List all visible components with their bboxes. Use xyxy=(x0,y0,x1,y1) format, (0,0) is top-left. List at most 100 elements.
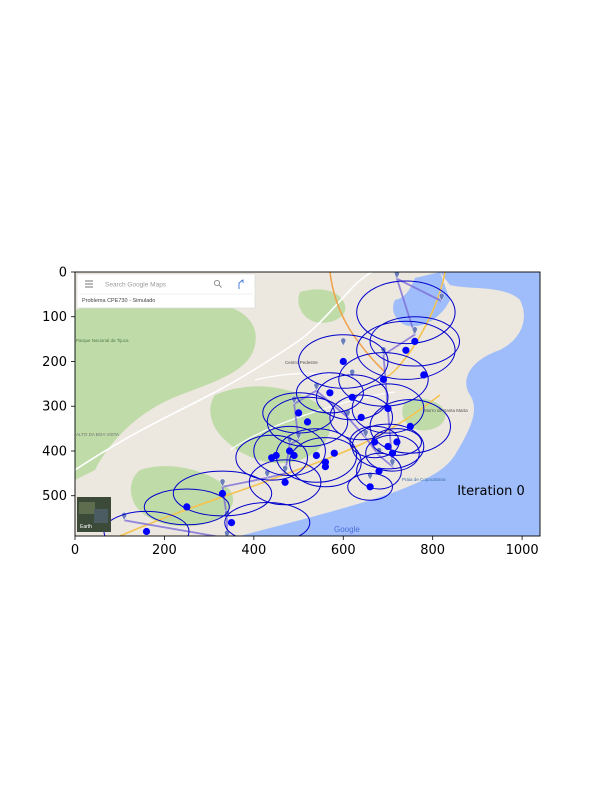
cluster-ellipse xyxy=(295,372,364,414)
search-icon[interactable] xyxy=(213,279,222,288)
data-point xyxy=(326,389,334,397)
cluster-ellipse xyxy=(351,423,425,470)
cluster-ellipse xyxy=(266,396,349,447)
y-tick-label: 0 xyxy=(59,266,67,281)
cluster-ellipse xyxy=(356,320,456,380)
centro-label: Centro Pedestre xyxy=(285,360,318,365)
x-tick-label: 400 xyxy=(241,543,266,558)
cluster-ellipse xyxy=(365,434,420,472)
x-tick-label: 1000 xyxy=(506,543,539,558)
map-pin-icon xyxy=(389,458,396,468)
road-major xyxy=(329,272,386,373)
park-area xyxy=(75,298,256,480)
data-point xyxy=(393,438,401,446)
cluster-ellipse xyxy=(235,434,309,481)
data-point xyxy=(218,489,227,498)
iteration-annotation: Iteration 0 xyxy=(457,484,525,499)
data-point xyxy=(366,483,374,491)
area-label: ALTO DA BOA VISTA xyxy=(76,432,119,437)
park-area xyxy=(298,289,346,323)
plot-area xyxy=(75,272,540,536)
map-pin-icon xyxy=(438,292,445,302)
data-point xyxy=(388,449,397,457)
data-point xyxy=(183,503,191,511)
data-point xyxy=(286,447,294,455)
menu-icon[interactable] xyxy=(85,280,93,288)
beach-label: Praia de Copacabana xyxy=(402,477,446,482)
data-point xyxy=(321,463,329,471)
cluster-ellipse xyxy=(289,437,362,488)
data-point xyxy=(357,413,365,421)
map-labels: Parque Nacional da Tijuca ALTO DA BOA VI… xyxy=(76,338,468,482)
ellipses-layer xyxy=(103,280,460,536)
map-pin-icon xyxy=(411,326,418,336)
earth-thumbnail-patch xyxy=(94,509,108,523)
search-input[interactable]: Search Google Maps xyxy=(105,282,167,289)
data-point xyxy=(142,527,151,536)
water xyxy=(240,272,540,536)
project-title: Problema CPE730 - Simulado xyxy=(82,298,155,304)
x-tick-label: 200 xyxy=(152,543,177,558)
x-tick-label: 600 xyxy=(331,543,356,558)
y-tick-label: 100 xyxy=(42,310,67,325)
data-point xyxy=(384,442,392,451)
data-point xyxy=(330,449,338,457)
data-point xyxy=(290,451,298,460)
directions-icon[interactable] xyxy=(238,279,244,289)
data-point xyxy=(339,357,347,366)
map-background xyxy=(75,272,540,536)
data-point xyxy=(281,478,289,486)
map-pin-icon xyxy=(394,272,400,280)
earth-thumbnail-patch xyxy=(79,502,95,514)
points-layer xyxy=(142,337,428,536)
data-point xyxy=(420,371,428,379)
y-axis: 0 100 200 300 400 500 xyxy=(42,266,75,504)
data-point xyxy=(375,467,383,475)
search-card xyxy=(76,273,256,309)
park-area xyxy=(130,466,234,527)
data-point xyxy=(295,409,303,417)
map-pin-icon xyxy=(349,368,356,378)
morro-label: Morro de Santa Marta xyxy=(424,408,468,413)
data-point xyxy=(312,451,320,460)
x-axis: 0 200 400 600 800 1000 xyxy=(71,536,539,558)
axes-frame xyxy=(74,271,541,537)
data-point xyxy=(402,346,410,354)
maps-ui-overlay: Search Google Maps Problema CPE730 - Sim… xyxy=(76,273,360,534)
cluster-ellipse xyxy=(351,383,425,434)
cluster-ellipse xyxy=(315,374,389,421)
road-major xyxy=(119,394,441,536)
park-area xyxy=(402,398,446,431)
data-point xyxy=(272,451,280,460)
data-point xyxy=(406,422,414,430)
map-pin-icon xyxy=(219,478,226,488)
data-point xyxy=(379,375,388,383)
cluster-ellipse xyxy=(347,472,394,501)
y-tick-label: 400 xyxy=(42,444,67,459)
data-point xyxy=(384,404,392,413)
park-label: Parque Nacional da Tijuca xyxy=(76,338,129,343)
x-tick-label: 800 xyxy=(420,543,445,558)
x-tick-label: 0 xyxy=(71,543,79,558)
cluster-ellipse xyxy=(356,280,456,345)
cluster-ellipse xyxy=(329,394,394,441)
road xyxy=(75,272,373,471)
cluster-ellipse xyxy=(369,316,460,367)
map-pin-icon xyxy=(362,429,369,439)
data-point xyxy=(227,519,236,527)
map-pin-icon xyxy=(367,471,373,481)
cluster-ellipse xyxy=(369,399,451,454)
google-logo: Google xyxy=(334,525,360,534)
data-point xyxy=(411,337,419,345)
cluster-ellipse xyxy=(172,470,273,517)
cluster-ellipse xyxy=(224,502,311,536)
y-tick-label: 200 xyxy=(42,355,67,370)
y-tick-label: 500 xyxy=(42,489,67,504)
y-tick-label: 300 xyxy=(42,400,67,415)
map-pin-icon xyxy=(282,465,288,474)
earth-label: Earth xyxy=(80,524,92,530)
data-point xyxy=(348,393,356,401)
cluster-ellipse xyxy=(356,452,402,490)
data-point xyxy=(303,418,312,426)
